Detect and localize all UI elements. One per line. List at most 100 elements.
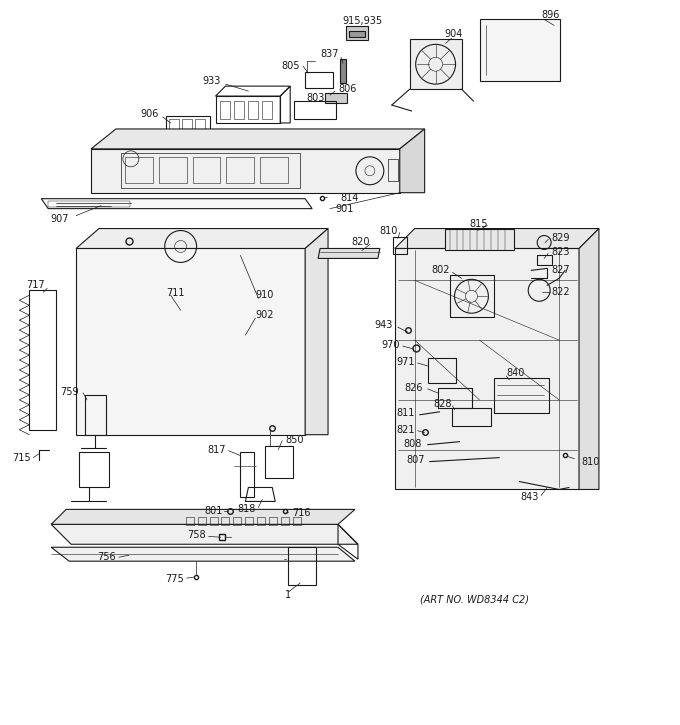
Bar	[449, 276, 494, 317]
Text: 814: 814	[340, 193, 358, 203]
Polygon shape	[318, 249, 380, 258]
Text: 910: 910	[256, 290, 274, 300]
Bar	[262, 101, 272, 119]
Bar	[438, 388, 473, 408]
Polygon shape	[91, 129, 424, 149]
Bar	[288, 547, 316, 585]
Polygon shape	[41, 199, 312, 209]
Bar	[305, 72, 333, 88]
Text: 943: 943	[375, 320, 393, 330]
Text: 717: 717	[27, 281, 45, 290]
Bar	[325, 93, 347, 103]
Text: 822: 822	[551, 287, 570, 297]
Bar	[537, 255, 552, 265]
Text: 906: 906	[140, 109, 158, 119]
Text: 808: 808	[403, 439, 422, 449]
Bar	[169, 119, 179, 141]
Bar	[125, 157, 153, 183]
Bar	[257, 518, 265, 526]
Polygon shape	[400, 129, 424, 193]
Bar	[192, 157, 220, 183]
Text: 756: 756	[97, 552, 116, 562]
Bar	[233, 518, 241, 526]
Text: 1: 1	[285, 590, 291, 600]
Text: 711: 711	[166, 289, 184, 298]
Text: 810: 810	[379, 225, 398, 236]
Text: 815: 815	[469, 218, 488, 228]
Text: 896: 896	[541, 10, 560, 20]
Bar	[346, 26, 368, 41]
Bar	[248, 101, 258, 119]
Bar	[198, 518, 205, 526]
Text: 971: 971	[396, 357, 415, 367]
Text: 823: 823	[551, 247, 570, 257]
Text: 759: 759	[61, 387, 79, 397]
Bar	[393, 236, 407, 254]
Bar	[282, 518, 289, 526]
Text: 716: 716	[292, 508, 311, 518]
Text: 907: 907	[50, 214, 69, 223]
Bar	[241, 452, 254, 497]
Bar	[235, 101, 244, 119]
Bar	[410, 39, 462, 89]
Text: 837: 837	[320, 49, 339, 59]
Polygon shape	[51, 510, 355, 524]
Bar	[194, 119, 205, 141]
Text: 820: 820	[352, 238, 370, 247]
Text: 715: 715	[13, 452, 31, 463]
Bar	[265, 446, 293, 478]
Bar	[388, 159, 398, 181]
Polygon shape	[76, 228, 328, 249]
Text: 817: 817	[207, 444, 226, 455]
Text: 821: 821	[396, 425, 415, 435]
Text: 826: 826	[404, 383, 423, 393]
Bar	[294, 101, 336, 119]
Bar	[166, 116, 209, 144]
Polygon shape	[76, 249, 305, 435]
Text: 827: 827	[551, 265, 570, 276]
Bar	[182, 119, 192, 141]
Bar	[186, 518, 194, 526]
Text: 828: 828	[433, 399, 452, 409]
Polygon shape	[51, 524, 358, 544]
Polygon shape	[579, 228, 599, 489]
Text: 915,935: 915,935	[343, 17, 383, 26]
Bar	[158, 157, 186, 183]
Text: 970: 970	[381, 340, 400, 350]
Bar	[245, 518, 254, 526]
Text: 801: 801	[204, 506, 222, 516]
Text: 775: 775	[165, 574, 184, 584]
Polygon shape	[395, 249, 579, 489]
Bar	[121, 153, 300, 188]
Bar	[269, 518, 277, 526]
Bar	[349, 31, 365, 37]
Text: 840: 840	[507, 368, 525, 378]
Text: 811: 811	[396, 407, 415, 418]
Bar	[428, 358, 456, 383]
Bar	[481, 20, 560, 81]
Text: 802: 802	[431, 265, 449, 276]
Text: 805: 805	[282, 61, 300, 71]
Text: 843: 843	[521, 492, 539, 502]
Bar	[222, 518, 229, 526]
Text: 904: 904	[444, 29, 462, 39]
Polygon shape	[305, 228, 328, 435]
Text: (ART NO. WD8344 C2): (ART NO. WD8344 C2)	[420, 594, 529, 604]
Polygon shape	[91, 149, 400, 193]
Bar	[452, 408, 492, 426]
Text: 818: 818	[237, 505, 256, 515]
Bar	[209, 518, 218, 526]
Bar	[48, 201, 130, 207]
Bar	[293, 518, 301, 526]
Text: 810: 810	[581, 457, 599, 467]
Text: 807: 807	[406, 455, 424, 465]
Bar	[220, 101, 231, 119]
Text: 806: 806	[338, 84, 356, 94]
Text: 803: 803	[306, 93, 324, 103]
Text: 829: 829	[551, 233, 570, 243]
Bar	[340, 59, 346, 83]
Text: 902: 902	[256, 310, 274, 320]
Polygon shape	[395, 228, 599, 249]
Bar	[445, 228, 514, 250]
Polygon shape	[51, 547, 355, 561]
